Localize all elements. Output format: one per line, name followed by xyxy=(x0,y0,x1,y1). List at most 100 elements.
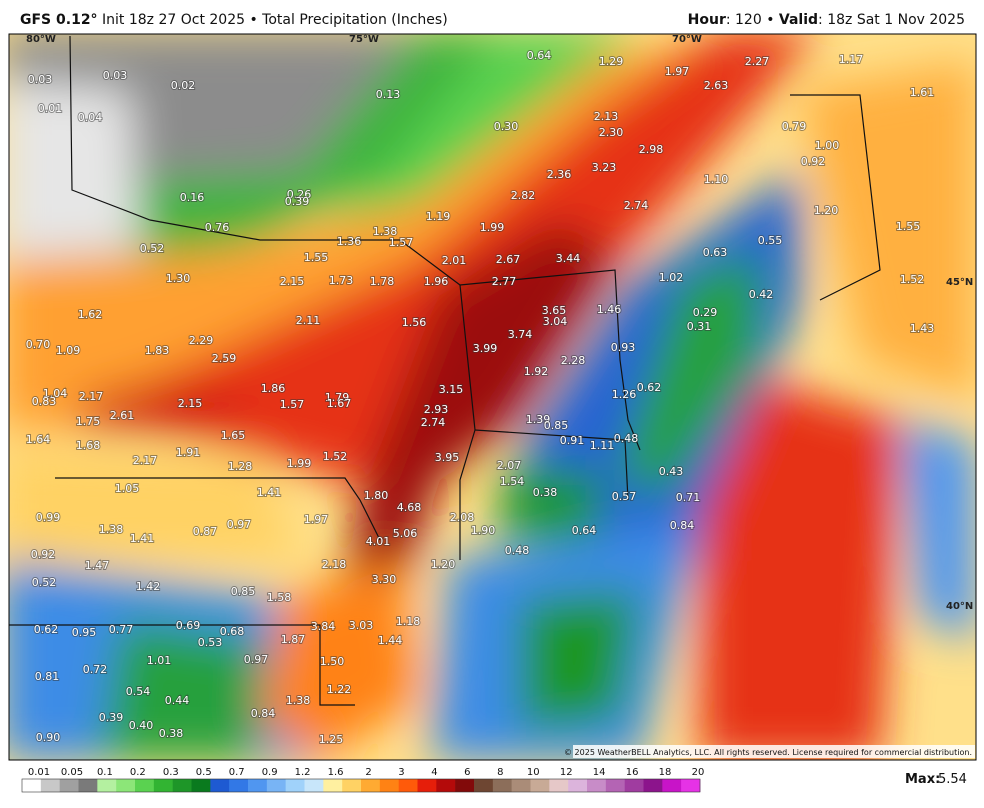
colorbar-swatch xyxy=(248,779,268,792)
precip-label: 0.31 xyxy=(687,320,712,333)
precip-label: 2.63 xyxy=(704,79,729,92)
colorbar-label: 0.7 xyxy=(229,767,245,778)
precip-label: 0.04 xyxy=(78,111,103,124)
precip-label: 1.05 xyxy=(115,482,140,495)
colorbar-swatch xyxy=(511,779,531,792)
precip-label: 1.80 xyxy=(364,489,389,502)
colorbar-swatch xyxy=(210,779,230,792)
precip-label: 2.15 xyxy=(280,275,305,288)
precip-label: 2.01 xyxy=(442,254,467,267)
colorbar-swatch xyxy=(492,779,512,792)
precip-label: 0.43 xyxy=(659,465,684,478)
precip-label: 0.63 xyxy=(703,246,728,259)
precip-label: 0.97 xyxy=(244,653,269,666)
colorbar-swatch xyxy=(229,779,249,792)
precip-label: 0.03 xyxy=(28,73,53,86)
graticule-label: 40°N xyxy=(946,601,973,612)
colorbar-label: 14 xyxy=(593,767,606,778)
precip-label: 3.74 xyxy=(508,328,533,341)
colorbar-swatch xyxy=(304,779,324,792)
graticule-label: 70°W xyxy=(672,34,702,45)
max-value: 5.54 xyxy=(938,772,967,787)
colorbar-label: 10 xyxy=(527,767,540,778)
precip-label: 0.95 xyxy=(72,626,97,639)
boundaries xyxy=(9,35,881,706)
precip-label: 0.44 xyxy=(165,694,190,707)
colorbar-swatch xyxy=(681,779,701,792)
precip-label: 3.30 xyxy=(372,573,397,586)
precip-label: 1.78 xyxy=(370,275,395,288)
colorbar-label: 20 xyxy=(692,767,705,778)
precip-label: 1.36 xyxy=(337,235,362,248)
precip-label: 0.68 xyxy=(220,625,245,638)
colorbar-swatch xyxy=(97,779,117,792)
precip-label: 1.41 xyxy=(130,532,155,545)
precip-label: 2.08 xyxy=(450,511,475,524)
map-frame xyxy=(8,33,977,761)
precip-label: 1.62 xyxy=(78,308,103,321)
precip-label: 0.39 xyxy=(99,711,124,724)
precip-label: 1.17 xyxy=(839,53,864,66)
precip-label: 1.38 xyxy=(286,694,311,707)
precip-label: 2.82 xyxy=(511,189,536,202)
precip-label: 2.74 xyxy=(624,199,649,212)
precip-label: 1.02 xyxy=(659,271,684,284)
precip-label: 0.03 xyxy=(103,69,128,82)
colorbar-frame xyxy=(21,778,701,793)
colorbar-swatch xyxy=(417,779,437,792)
title: GFS 0.12° Init 18z 27 Oct 2025 • Total P… xyxy=(20,12,448,28)
precip-label: 0.52 xyxy=(32,576,57,589)
precip-label: 4.01 xyxy=(366,535,391,548)
precip-label: 1.57 xyxy=(389,236,414,249)
precip-label: 1.52 xyxy=(900,273,925,286)
precip-label: 1.20 xyxy=(814,204,839,217)
precip-label: 2.93 xyxy=(424,403,449,416)
precip-label: 0.53 xyxy=(198,636,223,649)
precip-label: 0.81 xyxy=(35,670,60,683)
colorbar-swatch xyxy=(549,779,569,792)
colorbar-swatch xyxy=(78,779,98,792)
precip-label: 1.38 xyxy=(373,225,398,238)
colorbar-swatch xyxy=(436,779,456,792)
colorbar-label: 0.3 xyxy=(163,767,179,778)
precip-label: 1.67 xyxy=(327,397,352,410)
precip-label: 2.07 xyxy=(497,459,522,472)
precip-label: 0.64 xyxy=(572,524,597,537)
precip-label: 0.52 xyxy=(140,242,165,255)
precip-label: 1.64 xyxy=(26,433,51,446)
precip-label: 0.71 xyxy=(676,491,701,504)
precip-label: 0.62 xyxy=(34,623,59,636)
precip-label: 1.46 xyxy=(597,303,622,316)
colorbar-swatch xyxy=(568,779,588,792)
graticule-label: 45°N xyxy=(946,277,973,288)
precip-label: 2.17 xyxy=(79,390,104,403)
colorbar-swatch xyxy=(172,779,192,792)
precip-label: 0.84 xyxy=(670,519,695,532)
precip-label: 0.93 xyxy=(611,341,636,354)
colorbar-label: 0.5 xyxy=(196,767,212,778)
precip-label: 0.91 xyxy=(560,434,585,447)
colorbar-swatch xyxy=(116,779,136,792)
colorbar-label: 0.05 xyxy=(61,767,83,778)
precip-label: 0.92 xyxy=(801,155,826,168)
precip-label: 1.91 xyxy=(176,446,201,459)
precip-label: 1.92 xyxy=(524,365,549,378)
precip-label: 1.41 xyxy=(257,486,282,499)
precip-field xyxy=(9,34,976,760)
precip-label: 0.76 xyxy=(205,221,230,234)
precip-label: 0.85 xyxy=(231,585,256,598)
precip-label: 1.39 xyxy=(526,413,551,426)
precip-label: 1.43 xyxy=(910,322,935,335)
colorbar-label: 1.2 xyxy=(295,767,311,778)
precip-label: 1.09 xyxy=(56,344,81,357)
valid: : 18z Sat 1 Nov 2025 xyxy=(818,12,965,28)
colorbar-swatch xyxy=(153,779,173,792)
precip-label: 0.38 xyxy=(159,727,184,740)
precip-label: 1.26 xyxy=(612,388,637,401)
precip-label: 0.29 xyxy=(693,306,718,319)
precip-label: 0.99 xyxy=(36,511,61,524)
precip-label: 2.36 xyxy=(547,168,572,181)
hour: : 120 • xyxy=(725,12,779,28)
precip-label: 1.86 xyxy=(261,382,286,395)
precip-label: 1.29 xyxy=(599,55,624,68)
